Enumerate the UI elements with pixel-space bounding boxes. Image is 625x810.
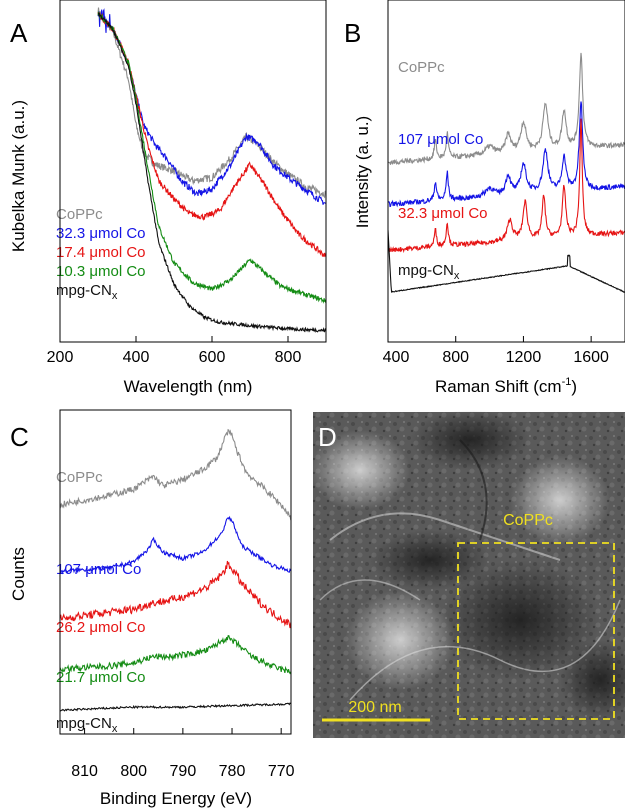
panel-b-ticks: 400 800 1200 1600 bbox=[383, 336, 609, 366]
legend-a-17-4: 17.4 μmol Co bbox=[56, 244, 146, 261]
panel-a-ticks: 200 400 600 800 bbox=[47, 336, 302, 366]
panel-b-line-2 bbox=[388, 118, 625, 254]
panel-b-series bbox=[388, 52, 625, 293]
tem-contrast bbox=[310, 410, 625, 720]
panel-d: D CoPPc 200 nm bbox=[310, 410, 625, 738]
panel-b-line-3 bbox=[388, 229, 625, 293]
coppc-region-box bbox=[457, 542, 615, 720]
panel-b-xtick-label-3: 1600 bbox=[573, 349, 609, 366]
panel-b-line-1 bbox=[388, 101, 625, 208]
panel-b-letter: B bbox=[344, 18, 361, 48]
legend-b-mpg: mpg-CNx bbox=[398, 262, 460, 282]
panel-a-xtick-label-3: 800 bbox=[275, 349, 302, 366]
legend-c-26-2: 26.2 μmol Co bbox=[56, 619, 146, 636]
legend-a-10-3: 10.3 μmol Co bbox=[56, 263, 146, 280]
panel-a-xtick-label-0: 200 bbox=[47, 349, 74, 366]
panel-b-xlabel: Raman Shift (cm-1) bbox=[435, 376, 577, 396]
panel-a-frame bbox=[59, 0, 327, 343]
panel-c-frame bbox=[59, 409, 292, 735]
panel-a-ylabel: Kubelka Munk (a.u.) bbox=[9, 100, 28, 252]
panel-c-xtick-label-0: 810 bbox=[71, 763, 98, 780]
panel-c-xlabel: Binding Energy (eV) bbox=[100, 789, 252, 808]
panel-a-xlabel: Wavelength (nm) bbox=[124, 377, 253, 396]
panel-c-ylabel: Counts bbox=[9, 547, 28, 601]
legend-a-coppc: CoPPc bbox=[56, 206, 103, 223]
panel-b-legend: CoPPc 107 μmol Co 32.3 μmol Co mpg-CNx bbox=[398, 59, 488, 282]
panel-c-line-3 bbox=[60, 634, 291, 675]
panel-c-line-0 bbox=[60, 428, 291, 521]
panel-b-line-0 bbox=[388, 52, 625, 165]
panel-d-letter: D bbox=[318, 422, 337, 452]
panel-c-legend: CoPPc 107 μmol Co 26.2 μmol Co 21.7 μmol… bbox=[56, 469, 146, 735]
legend-c-mpg: mpg-CNx bbox=[56, 715, 118, 735]
panel-b-frame bbox=[387, 0, 625, 343]
panel-b-xtick-label-1: 800 bbox=[442, 349, 469, 366]
panel-a-line-0 bbox=[97, 7, 326, 199]
legend-b-32-3: 32.3 μmol Co bbox=[398, 205, 488, 222]
panel-a-letter: A bbox=[10, 18, 28, 48]
scale-bar-label: 200 nm bbox=[348, 699, 401, 716]
panel-a-series bbox=[97, 7, 326, 333]
panel-a: A Kubelka Munk (a.u.) Wavelength (nm) 20… bbox=[9, 0, 327, 396]
legend-b-107: 107 μmol Co bbox=[398, 131, 483, 148]
panel-b: B Intensity (a. u.) Raman Shift (cm-1) 4… bbox=[344, 0, 625, 396]
panel-a-line-3 bbox=[97, 11, 326, 304]
legend-c-coppc: CoPPc bbox=[56, 469, 103, 486]
panel-a-xtick-label-1: 400 bbox=[123, 349, 150, 366]
panel-a-line-4 bbox=[97, 12, 326, 333]
panel-b-xtick-label-2: 1200 bbox=[506, 349, 542, 366]
panel-c-ticks: 810 800 790 780 770 bbox=[71, 728, 295, 780]
legend-c-21-7: 21.7 μmol Co bbox=[56, 669, 146, 686]
panel-c-line-2 bbox=[60, 560, 291, 629]
panel-c-xtick-label-2: 790 bbox=[170, 763, 197, 780]
panel-b-xtick-label-0: 400 bbox=[383, 349, 410, 366]
panel-c-line-1 bbox=[60, 515, 291, 575]
panel-a-line-2 bbox=[97, 11, 326, 258]
legend-a-32-3: 32.3 μmol Co bbox=[56, 225, 146, 242]
panel-c-line-4 bbox=[60, 702, 291, 712]
panel-c-xtick-label-1: 800 bbox=[120, 763, 147, 780]
panel-b-ylabel: Intensity (a. u.) bbox=[353, 116, 372, 228]
legend-b-coppc: CoPPc bbox=[398, 59, 445, 76]
panel-c-series bbox=[60, 428, 291, 712]
legend-c-107: 107 μmol Co bbox=[56, 561, 141, 578]
panel-a-legend: CoPPc 32.3 μmol Co 17.4 μmol Co 10.3 μmo… bbox=[56, 206, 146, 302]
panel-a-xtick-label-2: 600 bbox=[199, 349, 226, 366]
coppc-region-label: CoPPc bbox=[503, 512, 553, 529]
panel-c: C Counts Binding Energy (eV) 810 800 790 78… bbox=[9, 409, 295, 808]
legend-a-mpg: mpg-CNx bbox=[56, 282, 118, 302]
panel-c-xtick-label-4: 770 bbox=[268, 763, 295, 780]
panel-c-xtick-label-3: 780 bbox=[219, 763, 246, 780]
panel-c-letter: C bbox=[10, 422, 29, 452]
